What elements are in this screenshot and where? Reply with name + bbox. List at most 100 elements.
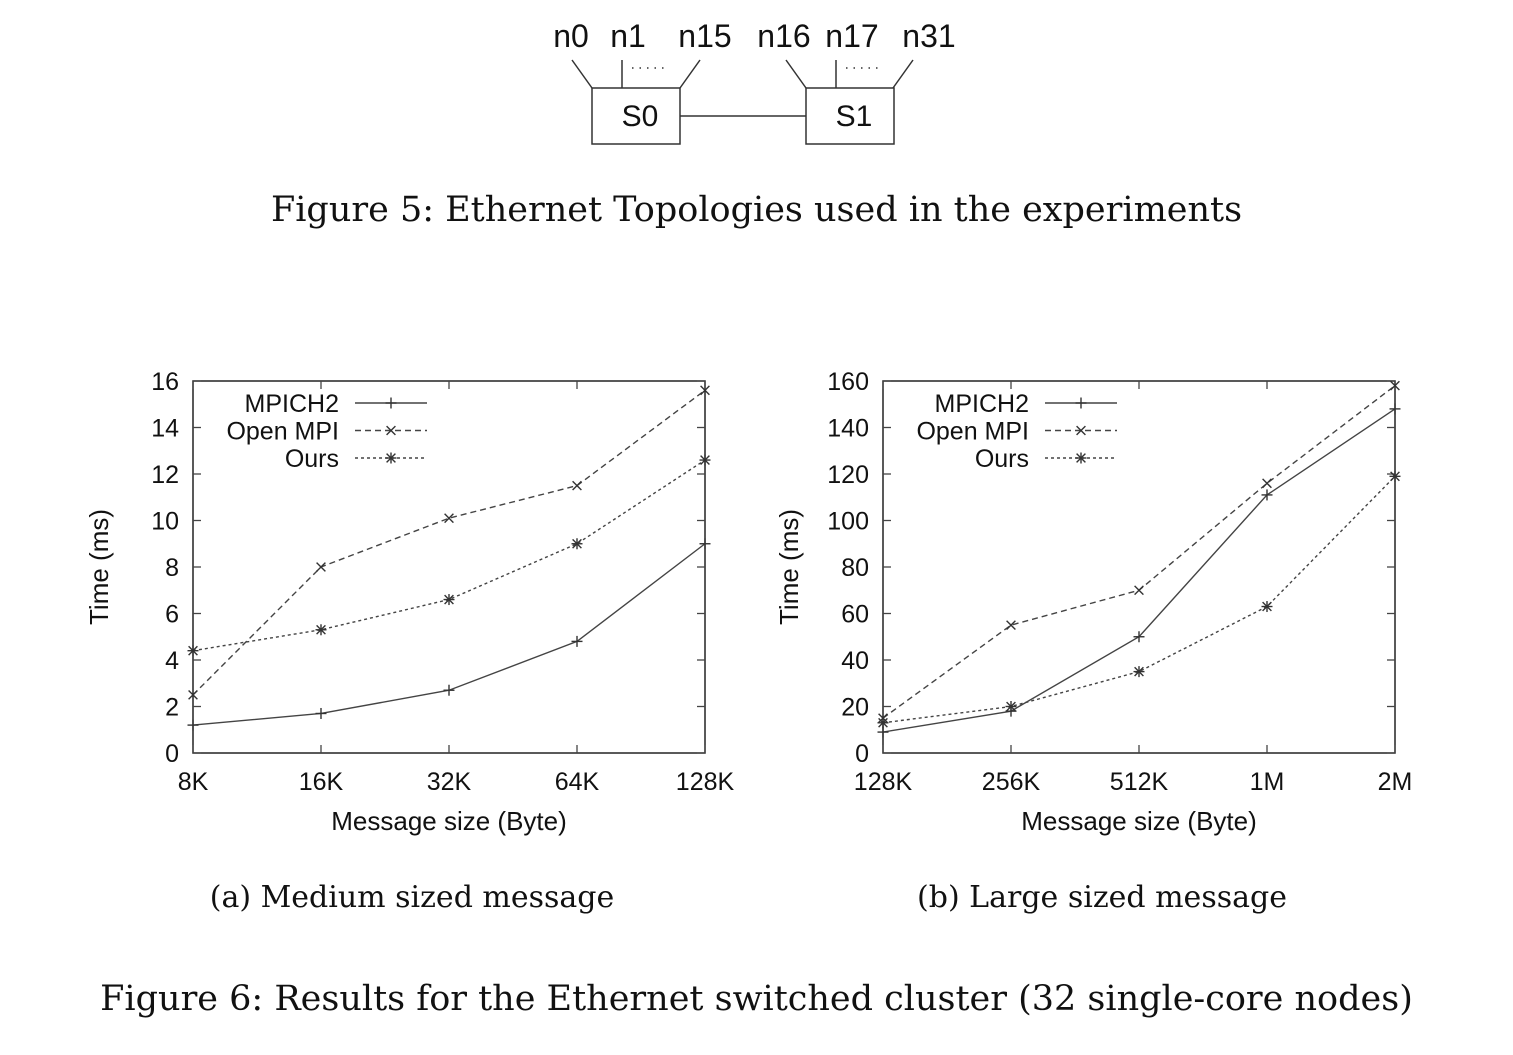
switch-label: S0	[622, 100, 659, 133]
data-point	[1261, 601, 1273, 613]
data-point	[699, 538, 711, 550]
data-point	[1389, 470, 1401, 482]
node-link	[571, 59, 593, 89]
y-axis-label: Time (ms)	[774, 509, 804, 625]
y-tick-label: 140	[827, 415, 869, 443]
data-point	[443, 684, 455, 696]
y-tick-label: 0	[165, 740, 179, 768]
data-point	[1262, 478, 1272, 489]
series-line	[192, 389, 706, 696]
series-open-mpi	[188, 385, 710, 700]
data-point	[187, 645, 199, 657]
series-mpich2	[187, 538, 711, 731]
data-point	[315, 707, 327, 719]
data-point	[571, 538, 583, 550]
x-tick-label: 128K	[676, 768, 735, 796]
subcaption-b: (b) Large sized message	[917, 880, 1287, 915]
data-point	[1134, 585, 1144, 596]
node-link	[679, 59, 701, 89]
y-tick-label: 14	[151, 415, 179, 443]
data-point	[1006, 620, 1016, 631]
data-point	[699, 454, 711, 466]
data-point	[443, 594, 455, 606]
y-tick-label: 16	[151, 368, 179, 396]
node-label: n17	[825, 18, 878, 54]
data-point	[571, 635, 583, 647]
series-ours	[187, 454, 711, 657]
x-tick-label: 32K	[427, 768, 472, 796]
y-tick-label: 8	[165, 554, 179, 582]
legend-label: Ours	[285, 445, 339, 473]
y-tick-label: 0	[855, 740, 869, 768]
x-tick-label: 2M	[1378, 768, 1413, 796]
data-point	[444, 513, 454, 524]
x-tick-label: 16K	[299, 768, 344, 796]
x-tick-label: 512K	[1110, 768, 1169, 796]
series-open-mpi	[878, 380, 1400, 724]
data-point	[877, 717, 889, 729]
x-axis-label: Message size (Byte)	[331, 806, 567, 836]
data-point	[188, 689, 198, 700]
y-tick-label: 10	[151, 508, 179, 536]
x-tick-label: 128K	[854, 768, 913, 796]
y-tick-label: 2	[165, 694, 179, 722]
node-label: n1	[610, 18, 646, 54]
y-tick-label: 100	[827, 508, 869, 536]
data-point	[316, 562, 326, 572]
series-line	[882, 408, 1396, 733]
y-tick-label: 80	[841, 554, 869, 582]
y-tick-label: 40	[841, 647, 869, 675]
chart-medium-message: 0 2 4 6 8 10 12 14 16 8K 16K 32K 64K 128K Message size…	[84, 368, 735, 836]
data-point	[315, 624, 327, 636]
node-link	[785, 59, 807, 89]
x-tick-label: 1M	[1250, 768, 1285, 796]
figure-6-caption: Figure 6: Results for the Ethernet switc…	[100, 979, 1413, 1019]
node-label: n15	[678, 18, 731, 54]
node-label: n0	[553, 18, 589, 54]
data-point	[700, 385, 710, 396]
data-point	[187, 719, 199, 731]
node-label: n16	[757, 18, 810, 54]
x-axis-label: Message size (Byte)	[1021, 806, 1257, 836]
series-line	[882, 475, 1396, 724]
y-tick-label: 6	[165, 601, 179, 629]
y-tick-label: 160	[827, 368, 869, 396]
legend-marker	[386, 425, 396, 436]
data-point	[1133, 666, 1145, 678]
y-tick-label: 120	[827, 461, 869, 489]
topology-diagram: n0 n1 n15 n16 n17 n31 S0 S1	[553, 18, 956, 145]
legend-marker	[1075, 397, 1087, 409]
legend-marker	[385, 397, 397, 409]
subcaption-a: (a) Medium sized message	[209, 880, 615, 915]
y-tick-label: 4	[165, 647, 179, 675]
figure-5-caption: Figure 5: Ethernet Topologies used in th…	[270, 190, 1243, 230]
legend-label: Open MPI	[916, 418, 1029, 446]
series-ours	[877, 470, 1401, 729]
switch-label: S1	[836, 100, 873, 133]
legend-marker	[1076, 425, 1086, 436]
data-point	[1389, 403, 1401, 415]
data-point	[1005, 701, 1017, 712]
series-line	[192, 543, 706, 726]
legend-marker	[1075, 452, 1087, 464]
series-line	[192, 459, 706, 652]
series-mpich2	[877, 403, 1401, 738]
y-tick-label: 12	[151, 461, 179, 489]
data-point	[1390, 380, 1400, 391]
x-tick-label: 8K	[178, 768, 209, 796]
legend-label: MPICH2	[245, 390, 339, 418]
x-tick-label: 256K	[982, 768, 1041, 796]
legend-label: Ours	[975, 445, 1029, 473]
y-axis-label: Time (ms)	[84, 509, 114, 625]
data-point	[877, 726, 889, 738]
y-tick-label: 20	[841, 694, 869, 722]
node-link	[892, 59, 914, 89]
node-label: n31	[902, 18, 955, 54]
legend-label: Open MPI	[226, 418, 339, 446]
data-point	[1261, 489, 1273, 501]
data-point	[572, 480, 582, 491]
y-tick-label: 60	[841, 601, 869, 629]
legend-label: MPICH2	[935, 390, 1029, 418]
legend-marker	[385, 452, 397, 464]
data-point	[1133, 631, 1145, 643]
